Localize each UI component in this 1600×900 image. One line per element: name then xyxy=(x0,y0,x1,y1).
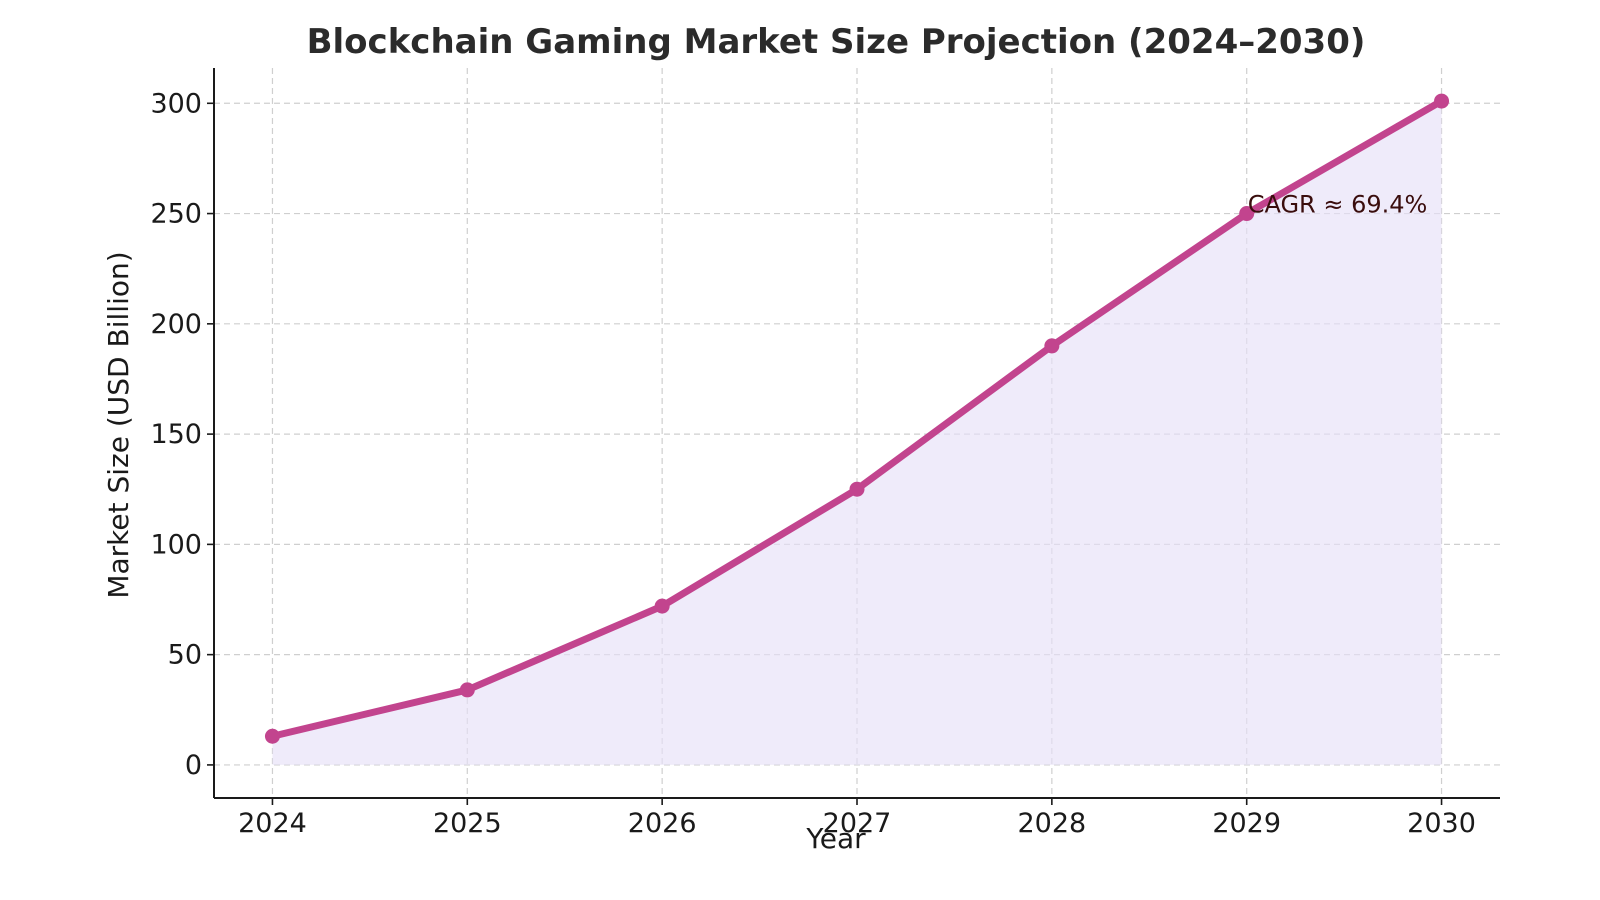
data-point-2029 xyxy=(1239,206,1255,222)
chart-title: Blockchain Gaming Market Size Projection… xyxy=(307,22,1366,62)
x-tick-label-2030: 2030 xyxy=(1407,808,1476,839)
data-point-2026 xyxy=(654,598,670,614)
x-tick-label-2027: 2027 xyxy=(823,808,892,839)
area-fill xyxy=(272,101,1442,765)
data-point-2028 xyxy=(1044,338,1060,354)
y-tick-label-300: 300 xyxy=(150,88,202,119)
cagr-annotation: CAGR ≈ 69.4% xyxy=(1248,191,1428,219)
points-group xyxy=(264,93,1450,744)
x-tick-label-2024: 2024 xyxy=(238,808,307,839)
x-axis-label: Year xyxy=(805,822,866,855)
y-axis-label: Market Size (USD Billion) xyxy=(102,251,135,598)
y-tick-label-250: 250 xyxy=(150,199,202,230)
y-tick-label-100: 100 xyxy=(150,529,202,560)
data-point-2027 xyxy=(849,481,865,497)
x-tick-label-2026: 2026 xyxy=(628,808,697,839)
data-point-2025 xyxy=(459,682,475,698)
x-tick-label-2029: 2029 xyxy=(1212,808,1281,839)
y-ticks-group: 0 50 100 150 200 250 300 xyxy=(150,88,214,781)
x-tick-label-2025: 2025 xyxy=(433,808,502,839)
x-tick-label-2028: 2028 xyxy=(1017,808,1086,839)
y-tick-label-150: 150 xyxy=(150,419,202,450)
data-point-2030 xyxy=(1434,93,1450,109)
y-tick-label-0: 0 xyxy=(185,750,202,781)
data-point-2024 xyxy=(264,728,280,744)
x-ticks-group: 2024 2025 2026 2027 2028 2029 2030 xyxy=(238,798,1476,839)
y-tick-label-50: 50 xyxy=(168,640,202,671)
y-tick-label-200: 200 xyxy=(150,309,202,340)
